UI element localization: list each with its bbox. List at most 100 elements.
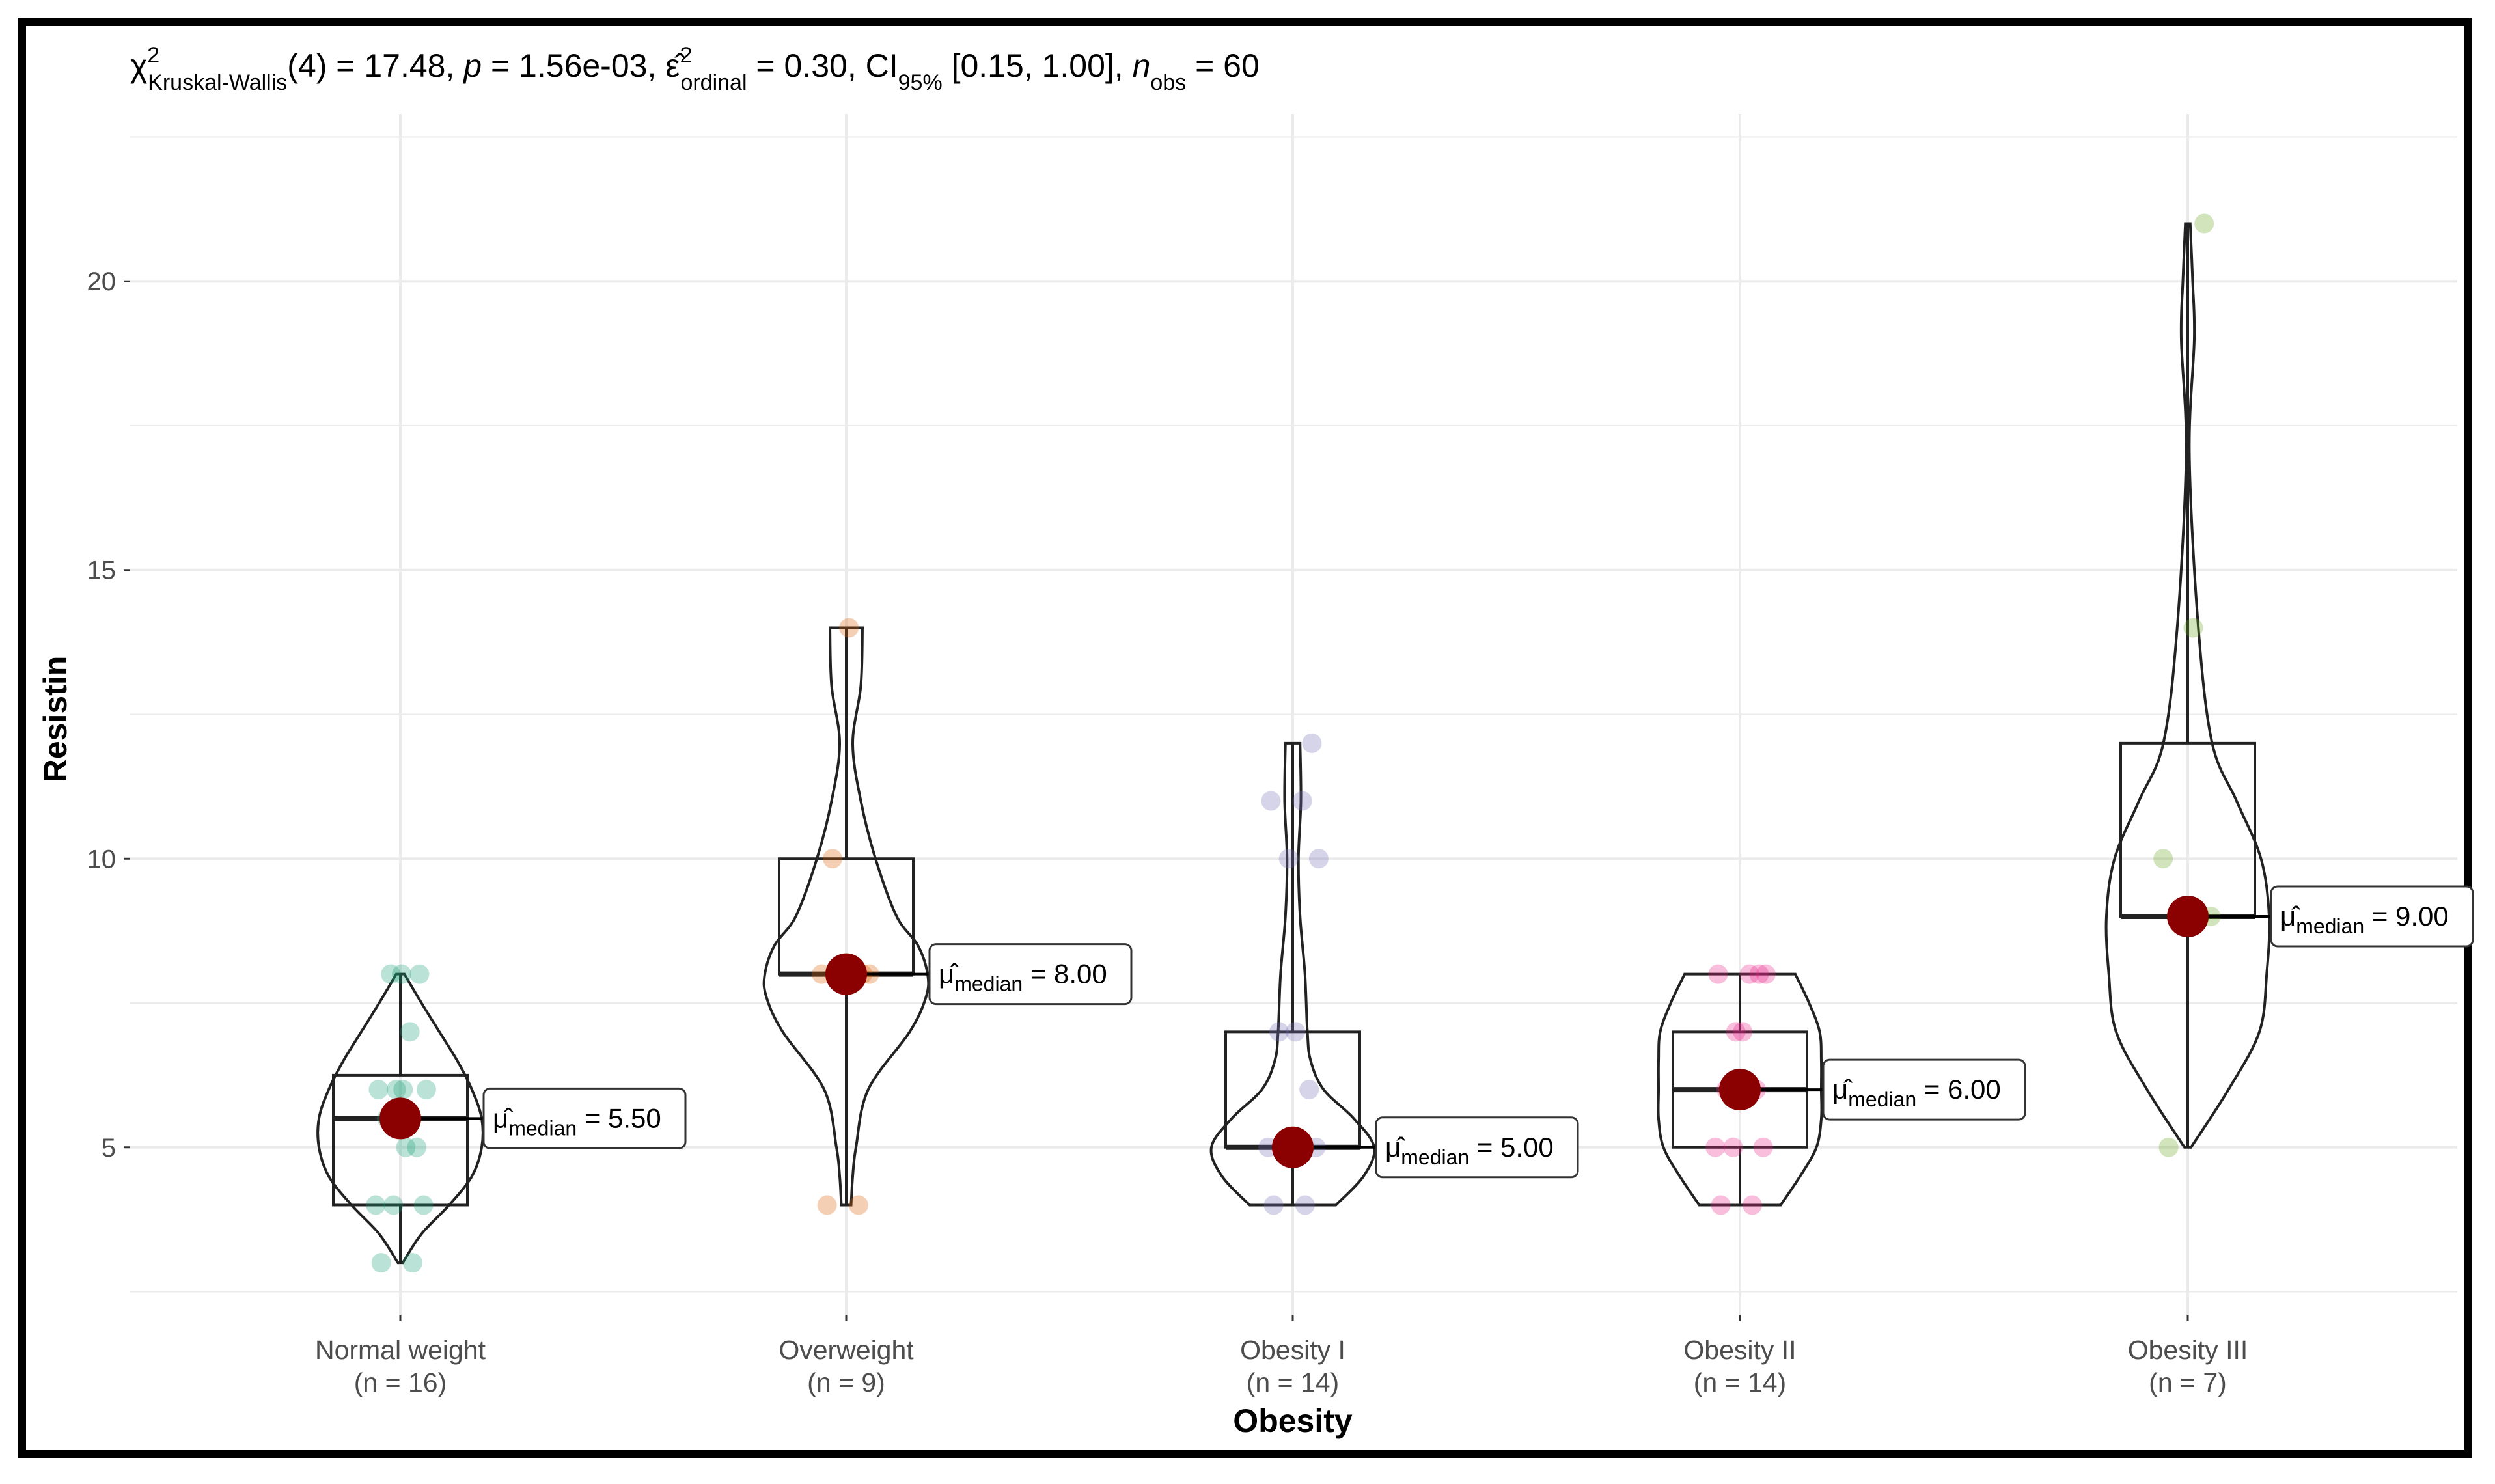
data-point [1753, 1137, 1773, 1157]
x-tick-label: Obesity I [1240, 1335, 1345, 1365]
subtitle-epsilon-sup: 2 [680, 43, 693, 68]
x-tick-label: Obesity II [1683, 1335, 1796, 1365]
y-tick-label: 15 [87, 556, 117, 585]
data-point [368, 1080, 389, 1100]
subtitle-epsilon-value: = 0.30, CI [747, 48, 898, 84]
data-point [1749, 964, 1769, 984]
median-label-box [1375, 1116, 1579, 1179]
data-point [386, 1080, 406, 1100]
subtitle-p-value: = 1.56e-03, [482, 48, 665, 84]
y-tick-label: 10 [87, 845, 117, 873]
data-point [1739, 964, 1759, 984]
x-tick-count: (n = 16) [354, 1367, 447, 1397]
subtitle-ci-sub: 95% [898, 70, 943, 95]
median-markers: μ̂median = 5.50 μ̂median = 8.00 μ̂median =… [379, 885, 2474, 1179]
plot-frame [18, 18, 2472, 1458]
y-tick-label: 20 [87, 268, 117, 296]
data-point [1756, 964, 1776, 984]
data-point [396, 1137, 416, 1157]
data-point [1295, 1195, 1315, 1215]
median-label: μ̂median = 5.00 [1385, 1132, 1554, 1169]
data-point [381, 964, 401, 984]
data-point [2158, 1137, 2179, 1157]
subtitle-df: (4) = 17.48, [287, 48, 463, 84]
median-label-box [482, 1087, 687, 1149]
median-point [379, 1097, 421, 1140]
x-tick-count: (n = 14) [1694, 1367, 1786, 1397]
median-point [825, 953, 867, 995]
data-point [393, 1080, 413, 1100]
subtitle-n-sub: obs [1150, 70, 1186, 95]
x-tick-label: Obesity III [2128, 1335, 2248, 1365]
median-label-box [928, 943, 1133, 1006]
data-point [407, 1137, 427, 1157]
violins [316, 222, 2271, 1265]
violin-0 [316, 972, 484, 1265]
data-point [366, 1195, 386, 1215]
data-point [416, 1080, 436, 1100]
data-point [1299, 1080, 1319, 1100]
x-axis: Normal weight(n = 16) Overweight(n = 9) Ob… [315, 1315, 2248, 1397]
data-point [1302, 733, 1322, 753]
data-point [2153, 849, 2173, 869]
y-tick-label: 5 [102, 1134, 116, 1162]
data-point [1269, 1022, 1289, 1042]
data-point [1705, 1137, 1726, 1157]
data-point [1308, 849, 1329, 869]
data-point [409, 964, 430, 984]
subtitle-n-symbol: n [1133, 48, 1151, 84]
data-point [1711, 1195, 1731, 1215]
median-label: μ̂median = 5.50 [493, 1103, 661, 1140]
subtitle-chi-sup: 2 [147, 43, 159, 68]
data-point [823, 849, 842, 869]
subtitle-chi: χ [130, 48, 147, 84]
stats-subtitle: χ2 Kruskal-Wallis(4) = 17.48, p = 1.56e-0… [130, 43, 1260, 95]
data-point [1723, 1137, 1743, 1157]
data-point [1708, 964, 1728, 984]
data-point [1286, 1022, 1306, 1042]
subtitle-epsilon-sub: ordinal [680, 70, 747, 95]
violin-3 [1657, 972, 1823, 1207]
data-point [1733, 1022, 1753, 1042]
median-label-box [2270, 885, 2474, 948]
data-point [848, 1195, 868, 1215]
median-point [1272, 1126, 1314, 1168]
subtitle-ci-value: [0.15, 1.00], [943, 48, 1133, 84]
median-point [2167, 895, 2209, 937]
data-point [1263, 1195, 1284, 1215]
data-point [383, 1195, 404, 1215]
data-point [817, 1195, 837, 1215]
median-label: μ̂median = 6.00 [1832, 1074, 2001, 1111]
x-tick-count: (n = 14) [1247, 1367, 1339, 1397]
box-0 [332, 1073, 469, 1207]
median-label: μ̂median = 8.00 [939, 959, 1107, 996]
x-axis-title: Obesity [1233, 1403, 1353, 1439]
x-tick-label: Normal weight [315, 1335, 486, 1365]
y-axis: 5 10 15 20 [87, 268, 130, 1162]
data-point [413, 1195, 434, 1215]
subtitle-p-symbol: p [462, 48, 482, 84]
x-tick-count: (n = 7) [2149, 1367, 2227, 1397]
data-point [402, 1253, 422, 1273]
data-point [371, 1253, 391, 1273]
violin-1 [762, 626, 930, 1207]
violin-2 [1209, 741, 1376, 1207]
subtitle-chi-sub: Kruskal-Wallis [148, 70, 287, 95]
data-point [2183, 618, 2203, 638]
data-point [1726, 1022, 1746, 1042]
data-point [839, 618, 859, 638]
data-point [1278, 849, 1299, 869]
x-tick-label: Overweight [779, 1335, 914, 1365]
median-label-box [1822, 1058, 2026, 1121]
y-axis-title: Resistin [37, 656, 74, 783]
median-point [1719, 1069, 1761, 1111]
data-point [2194, 213, 2214, 234]
data-point [1261, 791, 1281, 811]
violin-4 [2104, 222, 2271, 1149]
subtitle-n-value: = 60 [1186, 48, 1260, 84]
data-point [392, 964, 412, 984]
data-point [1742, 1195, 1762, 1215]
data-point [400, 1022, 420, 1042]
data-point [1292, 791, 1312, 811]
